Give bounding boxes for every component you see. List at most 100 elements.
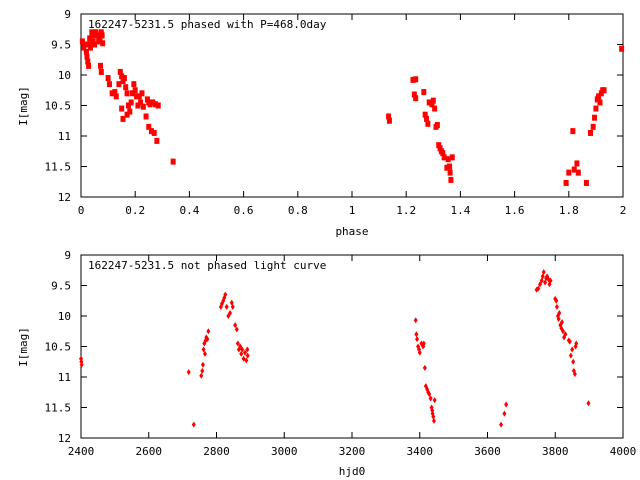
data-point: [131, 81, 137, 88]
data-point: [116, 81, 122, 88]
x-tick-label: 2: [620, 204, 627, 217]
data-point: [125, 102, 131, 109]
data-point: [422, 364, 427, 371]
data-point: [85, 58, 91, 65]
data-point: [572, 370, 577, 377]
data-point: [568, 352, 573, 359]
data-point: [431, 413, 436, 420]
y-axis-label: I[mag]: [17, 327, 30, 367]
data-point: [201, 346, 206, 353]
data-point: [143, 113, 149, 120]
data-point: [153, 101, 159, 108]
x-tick-label: 2800: [203, 445, 230, 458]
data-point: [242, 349, 247, 356]
data-point: [93, 29, 99, 36]
data-point: [536, 285, 541, 292]
data-point: [436, 142, 442, 149]
y-axis-label: I[mag]: [17, 86, 30, 126]
data-point: [417, 349, 422, 356]
plot-frame: [80, 13, 624, 198]
data-point: [240, 346, 245, 353]
x-tick-label: 3600: [474, 445, 501, 458]
x-axis-ticks: 2400 2600 2800 3000 3200 3400 3600 3800 4000: [68, 255, 636, 458]
data-point: [597, 99, 603, 106]
data-point: [155, 102, 161, 109]
unphased-light-curve-panel: 9 9.5 10 10.5 11 11.5 12 2400 2600 2800 3000 3200 3…: [17, 249, 636, 478]
data-point: [206, 328, 211, 335]
y-tick-label: 10: [58, 310, 71, 323]
data-points: [79, 29, 625, 186]
x-tick-label: 1.4: [450, 204, 470, 217]
data-point: [440, 150, 446, 157]
data-point: [100, 40, 106, 47]
x-tick-label: 2400: [68, 445, 95, 458]
data-point: [90, 38, 96, 45]
data-point: [79, 361, 84, 368]
data-point: [97, 36, 103, 43]
x-tick-label: 0.2: [125, 204, 145, 217]
data-point: [425, 120, 431, 127]
data-point: [98, 29, 104, 36]
x-tick-label: 0.4: [179, 204, 199, 217]
data-point: [430, 97, 436, 104]
data-point: [411, 91, 417, 98]
data-point: [570, 346, 575, 353]
data-point: [234, 326, 239, 333]
x-tick-label: 0: [78, 204, 85, 217]
data-point: [144, 96, 150, 103]
data-point: [444, 164, 450, 171]
data-point: [427, 391, 432, 398]
y-tick-label: 9: [64, 8, 71, 21]
y-tick-label: 11: [58, 371, 71, 384]
data-point: [138, 99, 144, 106]
chart-title: 162247-5231.5 not phased light curve: [88, 259, 326, 272]
data-point: [87, 44, 93, 51]
data-point: [150, 99, 156, 106]
data-point: [441, 154, 447, 161]
data-point: [592, 114, 598, 121]
x-tick-label: 1: [349, 204, 356, 217]
data-point: [200, 361, 205, 368]
data-point: [574, 340, 579, 347]
y-axis-ticks: 9 9.5 10 10.5 11 11.5 12: [45, 8, 623, 204]
data-point: [422, 111, 428, 118]
data-point: [87, 35, 93, 42]
y-tick-label: 11.5: [45, 161, 72, 174]
x-tick-label: 3000: [271, 445, 298, 458]
data-point: [421, 89, 427, 96]
x-axis-label: hjd0: [339, 465, 366, 478]
data-point: [429, 101, 435, 108]
data-point: [587, 129, 593, 136]
data-point: [449, 154, 455, 161]
data-point: [79, 38, 85, 45]
x-tick-label: 3200: [339, 445, 366, 458]
data-point: [86, 41, 92, 48]
phased-light-curve-panel: 9 9.5 10 10.5 11 11.5 12 0 0.2 0.4 0.6 0.8 1 1.2 1.4 1…: [17, 8, 626, 238]
data-point: [437, 145, 443, 152]
x-tick-label: 1.6: [505, 204, 525, 217]
data-point: [415, 336, 420, 343]
data-point: [548, 277, 553, 284]
data-point: [504, 401, 509, 408]
data-point: [233, 322, 238, 329]
y-tick-label: 11.5: [45, 402, 72, 415]
x-axis-label: phase: [335, 225, 368, 238]
data-points: [79, 269, 591, 428]
y-axis-ticks: 9 9.5 10 10.5 11 11.5 12: [45, 249, 623, 445]
data-point: [127, 108, 133, 115]
data-point: [502, 410, 507, 417]
x-tick-label: 3800: [542, 445, 569, 458]
data-point: [447, 163, 453, 170]
data-point: [556, 316, 561, 323]
data-point: [113, 93, 119, 100]
data-point: [98, 62, 104, 69]
data-point: [146, 123, 152, 130]
data-point: [82, 41, 88, 48]
y-tick-label: 9.5: [51, 39, 71, 52]
data-point: [413, 95, 419, 102]
data-point: [583, 179, 589, 186]
y-tick-label: 10.5: [45, 341, 72, 354]
data-point: [448, 176, 454, 183]
data-point: [186, 369, 191, 376]
data-point: [89, 29, 95, 36]
